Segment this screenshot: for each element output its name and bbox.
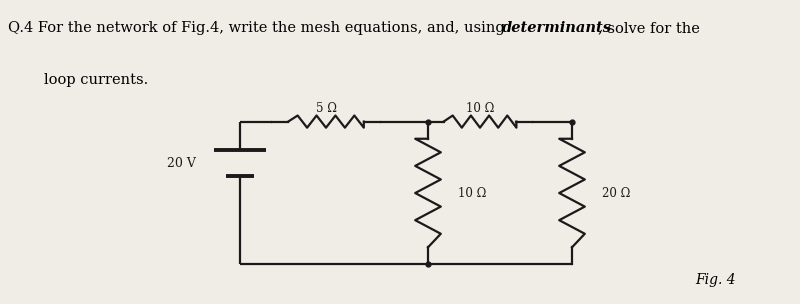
Text: Q.4 For the network of Fig.4, write the mesh equations, and, using: Q.4 For the network of Fig.4, write the …	[8, 21, 510, 35]
Text: Fig. 4: Fig. 4	[696, 273, 736, 287]
Text: 10 Ω: 10 Ω	[466, 102, 494, 115]
Text: 20 V: 20 V	[167, 157, 196, 170]
Text: loop currents.: loop currents.	[44, 73, 148, 87]
Text: 20 Ω: 20 Ω	[602, 187, 630, 199]
Text: 5 Ω: 5 Ω	[315, 102, 337, 115]
Text: , solve for the: , solve for the	[598, 21, 700, 35]
Text: 10 Ω: 10 Ω	[458, 187, 486, 199]
Text: determinants: determinants	[502, 21, 612, 35]
